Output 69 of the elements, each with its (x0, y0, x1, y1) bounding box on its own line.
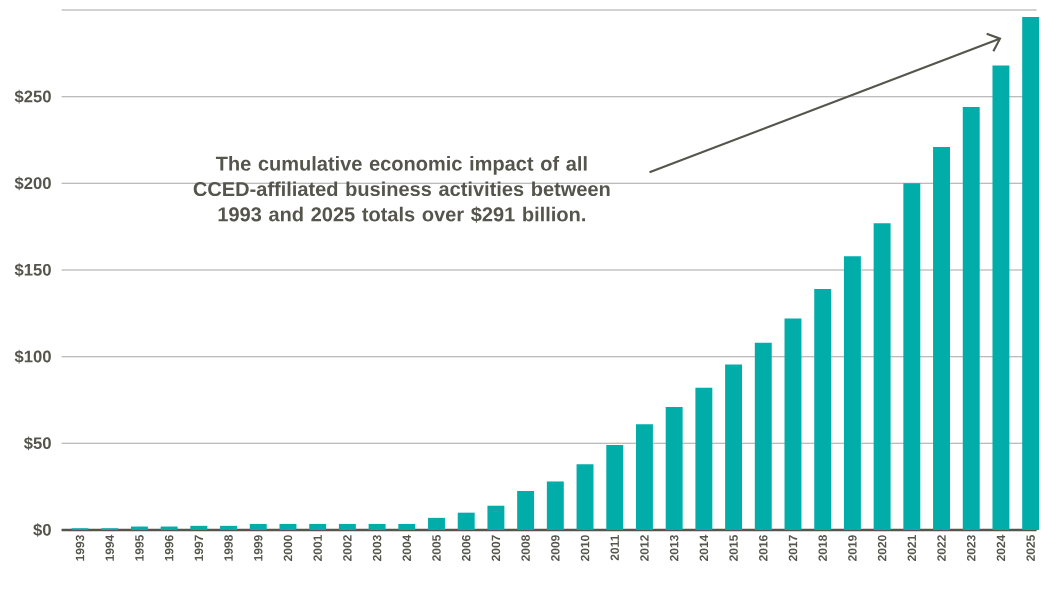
x-tick-label: 2014 (699, 534, 709, 561)
y-tick-label: $150 (14, 263, 51, 277)
bar (873, 223, 891, 530)
bar (933, 146, 950, 530)
x-tick-label: 1994 (105, 534, 114, 561)
x-tick-label: 2018 (818, 535, 827, 561)
x-tick-label: 2024 (996, 534, 1006, 561)
bar (754, 342, 772, 530)
y-tick-label: $50 (23, 436, 51, 451)
x-tick-label: 2010 (580, 535, 590, 561)
x-tick-label: 2023 (966, 535, 976, 561)
x-tick-label: 2019 (848, 535, 857, 561)
x-tick-label: 2004 (402, 534, 412, 561)
bar (903, 183, 921, 530)
x-tick-label: 2013 (669, 535, 679, 561)
x-tick-label: 1995 (135, 535, 144, 561)
x-tick-label: 2021 (907, 535, 917, 561)
y-tick-label: $250 (14, 89, 51, 104)
bar (606, 445, 624, 530)
bar (843, 256, 861, 530)
x-tick-label: 1993 (75, 535, 85, 561)
x-tick-label: 2015 (729, 535, 738, 561)
x-tick-label: 2012 (640, 535, 649, 561)
bar (695, 387, 713, 530)
bar (249, 523, 267, 530)
x-tick-label: 2022 (937, 535, 946, 561)
y-tick-label: $200 (14, 176, 51, 191)
x-tick-label: 1999 (254, 535, 263, 561)
bar (338, 523, 356, 530)
bar (725, 364, 743, 530)
bar (309, 523, 327, 530)
bar (784, 318, 802, 530)
x-tick-label: 1997 (194, 535, 204, 561)
bar (665, 406, 683, 530)
y-tick-label: $0 (33, 523, 51, 537)
bar (398, 523, 416, 530)
bar (279, 523, 297, 530)
x-tick-label: 2017 (788, 535, 798, 561)
x-tick-label: 2020 (877, 535, 887, 561)
x-tick-label: 2006 (461, 535, 471, 561)
x-tick-label: 2016 (759, 535, 768, 561)
x-tick-label: 2009 (551, 535, 560, 561)
x-tick-label: 2003 (372, 535, 382, 561)
bar (814, 289, 832, 530)
x-tick-label: 2005 (432, 535, 441, 561)
bar (368, 523, 386, 530)
x-tick-label: 2000 (283, 535, 293, 561)
x-tick-label: 2011 (610, 535, 619, 561)
bar (220, 525, 238, 530)
bar (1022, 16, 1040, 530)
x-tick-label: 2025 (1026, 535, 1035, 561)
bar (635, 424, 653, 530)
bar (190, 525, 208, 530)
bar (428, 517, 445, 530)
annotation: The cumulative economic impact of all CCED-affiliated business activities between 1993 and 2025 totals over $291 billion. (193, 156, 610, 223)
bar (992, 65, 1010, 530)
bar (517, 491, 535, 530)
y-tick-label: $100 (14, 349, 51, 364)
x-tick-label: 2002 (343, 535, 352, 561)
x-tick-label: 1998 (224, 535, 233, 561)
x-tick-label: 2008 (521, 535, 530, 561)
bar (576, 464, 594, 530)
bar (962, 107, 980, 530)
bar (487, 505, 505, 530)
x-tick-label: 2001 (313, 535, 322, 561)
x-tick-label: 2007 (491, 535, 501, 561)
x-tick-label: 1996 (164, 535, 174, 561)
bar (457, 512, 475, 530)
bar (546, 481, 564, 530)
